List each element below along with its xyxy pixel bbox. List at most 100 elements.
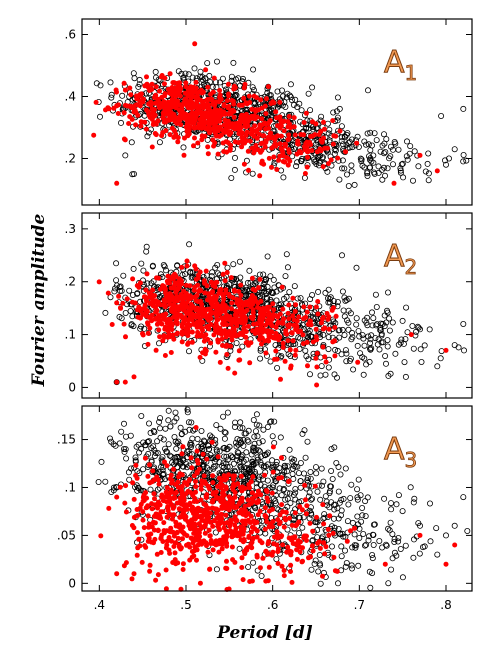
data-point-filled — [166, 547, 172, 553]
data-point-open — [295, 334, 302, 341]
data-point-open — [284, 264, 291, 271]
data-point-filled — [180, 298, 186, 304]
data-point-filled — [117, 484, 123, 490]
data-point-filled — [260, 329, 265, 335]
data-point-filled — [248, 340, 254, 346]
data-point-open — [335, 488, 342, 495]
data-point-open — [198, 427, 205, 434]
data-point-filled — [263, 350, 269, 356]
data-point-filled — [193, 425, 199, 430]
data-point-open — [230, 59, 237, 66]
data-point-filled — [210, 547, 216, 553]
data-point-filled — [195, 275, 201, 281]
data-point-open — [123, 433, 130, 440]
data-point-filled — [134, 475, 140, 481]
data-point-filled — [142, 455, 148, 461]
data-point-filled — [212, 310, 218, 316]
data-point-filled — [202, 114, 208, 120]
data-point-filled — [271, 307, 277, 313]
data-point-filled — [236, 348, 242, 354]
data-point-open — [102, 309, 109, 316]
data-point-filled — [264, 96, 269, 102]
data-point-filled — [193, 125, 199, 130]
data-point-filled — [214, 317, 220, 323]
data-point-filled — [174, 315, 180, 321]
data-point-open — [421, 342, 428, 349]
data-point-filled — [263, 126, 268, 132]
data-point-filled — [258, 97, 264, 103]
data-point-open — [257, 355, 264, 362]
data-point-filled — [265, 337, 271, 343]
data-point-filled — [226, 104, 232, 109]
data-point-open — [317, 372, 324, 379]
data-point-open — [293, 163, 300, 170]
data-point-open — [356, 535, 363, 542]
data-point-filled — [285, 155, 291, 161]
data-point-open — [282, 104, 289, 111]
data-point-open — [144, 280, 151, 287]
data-point-open — [334, 114, 341, 121]
data-point-filled — [318, 129, 324, 134]
data-point-open — [98, 458, 105, 465]
data-point-open — [325, 364, 332, 371]
data-point-filled — [152, 100, 158, 106]
data-point-filled — [163, 567, 169, 573]
data-point-open — [267, 273, 274, 280]
data-point-filled — [144, 271, 150, 277]
data-point-filled — [303, 144, 309, 149]
data-point-filled — [241, 324, 247, 330]
data-point-open — [355, 143, 362, 150]
data-point-filled — [276, 333, 282, 339]
data-point-open — [410, 536, 417, 543]
data-point-open — [384, 337, 391, 344]
data-point-filled — [259, 335, 265, 341]
data-point-filled — [237, 306, 243, 311]
data-point-filled — [223, 331, 229, 337]
data-point-filled — [207, 108, 213, 114]
data-point-open — [258, 573, 265, 580]
data-point-open — [298, 157, 305, 164]
data-point-filled — [177, 495, 183, 501]
data-point-filled — [226, 93, 232, 99]
data-point-filled — [212, 284, 218, 290]
data-point-open — [397, 167, 404, 174]
data-point-open — [364, 87, 371, 94]
data-point-open — [128, 139, 135, 146]
data-point-filled — [197, 354, 203, 360]
data-point-filled — [252, 123, 258, 129]
data-point-filled — [267, 118, 273, 123]
data-point-open — [364, 130, 371, 137]
data-point-filled — [269, 316, 275, 322]
data-point-open — [119, 92, 126, 99]
data-point-open — [389, 319, 396, 326]
data-point-filled — [238, 320, 244, 326]
panel-label-subscript: 1 — [405, 61, 418, 85]
data-point-filled — [177, 514, 183, 520]
data-point-filled — [136, 536, 142, 542]
data-point-open — [425, 150, 432, 157]
data-point-open — [118, 428, 125, 435]
data-point-open — [249, 170, 256, 177]
data-point-open — [302, 347, 309, 354]
data-point-filled — [259, 105, 265, 111]
data-point-filled — [312, 132, 318, 138]
data-point-open — [460, 347, 467, 354]
data-point-filled — [335, 155, 341, 161]
data-point-open — [366, 156, 373, 163]
data-point-filled — [167, 90, 173, 96]
data-point-open — [399, 508, 406, 515]
data-point-filled — [286, 132, 292, 138]
data-point-open — [375, 336, 382, 343]
data-point-open — [307, 468, 314, 475]
data-point-filled — [179, 451, 185, 457]
data-point-open — [278, 167, 285, 174]
data-point-open — [117, 287, 124, 294]
panel-1: .2.4.6A1 — [65, 18, 473, 206]
data-point-open — [354, 486, 361, 493]
data-point-open — [245, 564, 252, 571]
data-point-filled — [262, 505, 268, 511]
data-point-open — [338, 138, 345, 145]
data-point-filled — [168, 350, 174, 355]
data-point-filled — [236, 332, 242, 338]
data-point-filled — [217, 92, 223, 98]
